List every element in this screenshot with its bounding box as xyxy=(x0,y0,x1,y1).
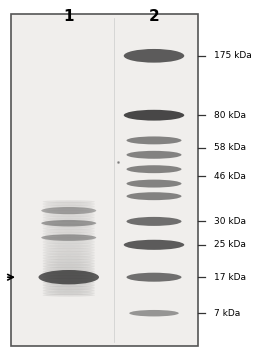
Text: 7 kDa: 7 kDa xyxy=(214,309,241,318)
Ellipse shape xyxy=(41,234,96,241)
Ellipse shape xyxy=(43,278,95,281)
Ellipse shape xyxy=(126,180,182,188)
Ellipse shape xyxy=(124,110,184,121)
Ellipse shape xyxy=(43,287,95,290)
Ellipse shape xyxy=(43,240,95,243)
Ellipse shape xyxy=(126,151,182,159)
Ellipse shape xyxy=(126,273,182,282)
Ellipse shape xyxy=(126,217,182,226)
Ellipse shape xyxy=(43,242,95,244)
Ellipse shape xyxy=(43,256,95,258)
Ellipse shape xyxy=(43,281,95,284)
Ellipse shape xyxy=(43,227,95,230)
Ellipse shape xyxy=(43,259,95,262)
Ellipse shape xyxy=(43,222,95,225)
Ellipse shape xyxy=(43,275,95,278)
Ellipse shape xyxy=(43,226,95,229)
Ellipse shape xyxy=(43,283,95,285)
Ellipse shape xyxy=(126,165,182,173)
Ellipse shape xyxy=(43,229,95,231)
Ellipse shape xyxy=(43,267,95,270)
Ellipse shape xyxy=(43,244,95,247)
Text: 175 kDa: 175 kDa xyxy=(214,51,252,60)
Text: 1: 1 xyxy=(64,9,74,24)
Ellipse shape xyxy=(43,273,95,276)
Ellipse shape xyxy=(43,203,95,206)
Text: 30 kDa: 30 kDa xyxy=(214,217,246,226)
Ellipse shape xyxy=(43,216,95,219)
Ellipse shape xyxy=(43,205,95,208)
Ellipse shape xyxy=(43,251,95,254)
Ellipse shape xyxy=(43,260,95,263)
Ellipse shape xyxy=(43,221,95,224)
FancyBboxPatch shape xyxy=(11,14,198,346)
Ellipse shape xyxy=(124,240,184,250)
Ellipse shape xyxy=(126,136,182,144)
Ellipse shape xyxy=(43,202,95,204)
Ellipse shape xyxy=(43,276,95,279)
Ellipse shape xyxy=(41,220,96,226)
Text: 46 kDa: 46 kDa xyxy=(214,172,246,181)
Ellipse shape xyxy=(43,224,95,227)
Ellipse shape xyxy=(43,213,95,216)
Ellipse shape xyxy=(126,192,182,200)
Ellipse shape xyxy=(43,248,95,251)
Ellipse shape xyxy=(43,217,95,220)
Text: 2: 2 xyxy=(148,9,159,24)
Ellipse shape xyxy=(43,210,95,212)
Ellipse shape xyxy=(43,265,95,268)
Ellipse shape xyxy=(43,232,95,235)
Ellipse shape xyxy=(43,254,95,257)
Ellipse shape xyxy=(43,215,95,217)
Text: 58 kDa: 58 kDa xyxy=(214,143,246,152)
Ellipse shape xyxy=(43,252,95,255)
Ellipse shape xyxy=(43,279,95,282)
Text: 25 kDa: 25 kDa xyxy=(214,240,246,249)
Ellipse shape xyxy=(43,237,95,239)
Ellipse shape xyxy=(43,286,95,289)
Ellipse shape xyxy=(43,268,95,271)
Ellipse shape xyxy=(43,294,95,297)
Ellipse shape xyxy=(43,246,95,249)
Ellipse shape xyxy=(43,219,95,222)
Ellipse shape xyxy=(39,270,99,284)
Ellipse shape xyxy=(43,207,95,210)
Ellipse shape xyxy=(43,291,95,293)
Ellipse shape xyxy=(43,284,95,287)
Ellipse shape xyxy=(43,289,95,292)
Ellipse shape xyxy=(43,257,95,260)
Ellipse shape xyxy=(43,235,95,238)
Ellipse shape xyxy=(43,230,95,233)
Ellipse shape xyxy=(43,249,95,252)
Ellipse shape xyxy=(43,200,95,203)
Ellipse shape xyxy=(129,310,179,316)
Ellipse shape xyxy=(43,208,95,211)
Ellipse shape xyxy=(124,49,184,63)
Ellipse shape xyxy=(43,271,95,274)
Ellipse shape xyxy=(43,243,95,246)
Ellipse shape xyxy=(43,234,95,237)
Text: 80 kDa: 80 kDa xyxy=(214,111,246,120)
Ellipse shape xyxy=(43,262,95,265)
Ellipse shape xyxy=(43,292,95,295)
Ellipse shape xyxy=(43,238,95,241)
Ellipse shape xyxy=(43,264,95,266)
Ellipse shape xyxy=(43,211,95,214)
Ellipse shape xyxy=(41,207,96,214)
Ellipse shape xyxy=(43,270,95,273)
Text: 17 kDa: 17 kDa xyxy=(214,273,246,282)
